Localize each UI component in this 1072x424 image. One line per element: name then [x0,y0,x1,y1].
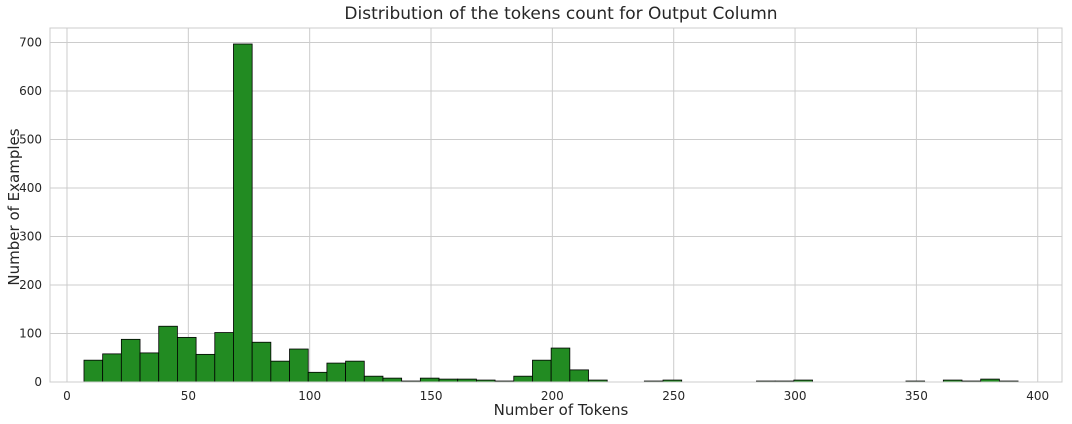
histogram-bar [419,377,440,383]
histogram-bar [120,338,141,383]
histogram-bar [289,348,309,383]
axes-frame [49,27,1063,383]
histogram-bar [195,353,216,383]
x-tick-label: 200 [541,389,564,403]
x-tick-label: 350 [905,389,928,403]
x-tick-label: 300 [784,389,807,403]
histogram-bar [513,375,533,383]
y-tick-label: 300 [19,230,42,244]
x-tick-labels: 0 50 100 150 200 250 300 350 400 [63,389,1049,403]
histogram-bar [550,347,571,383]
x-tick-label: 250 [662,389,685,403]
x-tick-label: 0 [63,389,71,403]
histogram-bar [363,375,384,383]
histogram-bar [307,371,328,383]
histogram-bar [83,359,104,383]
histogram-bar [158,325,178,383]
chart-title: Distribution of the tokens count for Out… [344,4,777,24]
histogram-bar [345,360,365,383]
x-tick-label: 150 [420,389,443,403]
y-tick-labels: 0 100 200 300 400 500 600 700 [19,36,42,389]
histogram-bar [270,360,290,383]
plot-frame [49,27,1063,383]
x-tick-label: 100 [298,389,321,403]
y-axis-label: Number of Examples [5,128,23,285]
y-tick-label: 700 [19,36,42,50]
histogram-bar [233,43,253,383]
y-tick-label: 100 [19,327,42,341]
x-tick-label: 400 [1026,389,1049,403]
histogram-bar [102,353,122,383]
y-tick-label: 0 [34,375,42,389]
histogram-bar [382,377,403,383]
histogram-bar [569,369,589,383]
histogram-bar [532,359,552,383]
y-tick-label: 400 [19,181,42,195]
x-tick-label: 50 [181,389,196,403]
histogram-bar [139,352,160,383]
x-axis-label: Number of Tokens [494,401,629,419]
histogram-bar [177,336,197,383]
y-tick-label: 500 [19,133,42,147]
histogram-bar [214,332,234,383]
histogram-bar [251,341,272,383]
y-tick-label: 200 [19,278,42,292]
y-tick-label: 600 [19,84,42,98]
histogram-bar [326,362,346,383]
